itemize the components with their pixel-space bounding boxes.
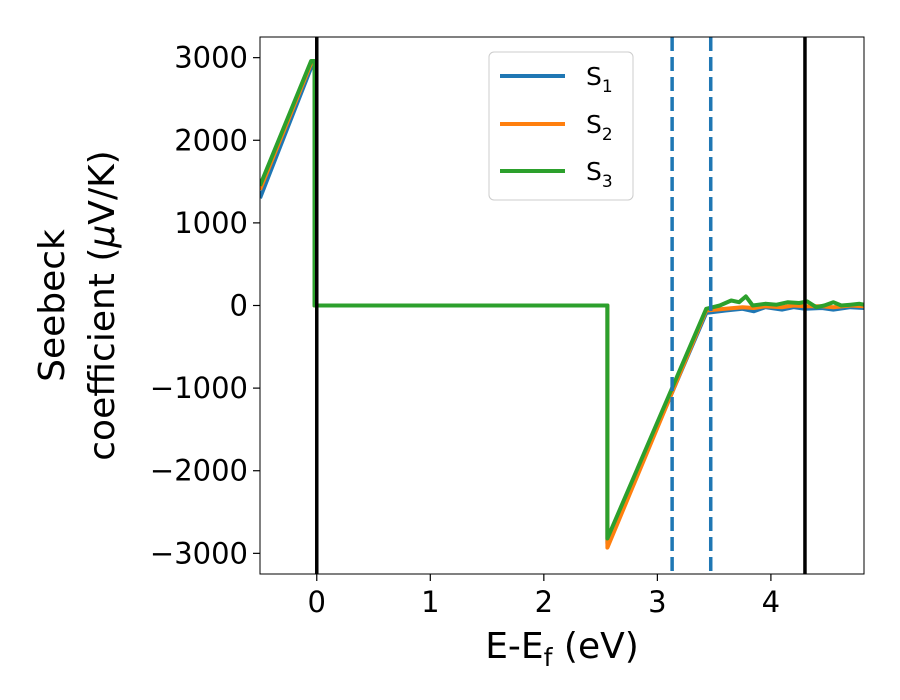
legend-item-s1: S1: [500, 62, 613, 97]
y-axis: 3000 2000 1000 0 −1000 −2000 −3000: [150, 41, 260, 570]
svg-text:S3: S3: [586, 157, 613, 192]
x-tick-label-3: 3: [648, 585, 666, 619]
y-tick-label-1: 2000: [174, 123, 248, 157]
x-tick-label-4: 4: [762, 585, 780, 619]
y-tick-label-3: 0: [230, 289, 248, 323]
plot-area: [260, 37, 864, 574]
series-s3-line: [260, 59, 864, 541]
legend: S1 S2 S3: [488, 51, 634, 201]
x-tick-label-0: 0: [308, 585, 326, 619]
legend-item-s2: S2: [500, 110, 613, 145]
x-tick-label-2: 2: [535, 585, 553, 619]
y-tick-label-6: −3000: [150, 536, 248, 570]
y-tick-label-5: −2000: [150, 454, 248, 488]
svg-text:S1: S1: [586, 62, 613, 97]
y-tick-label-2: 1000: [174, 206, 248, 240]
svg-text:S2: S2: [586, 110, 613, 145]
y-tick-label-0: 3000: [174, 41, 248, 75]
x-axis-label: E-Ef (eV): [485, 626, 639, 672]
y-tick-label-4: −1000: [150, 371, 248, 405]
y-axis-label-line2: coefficient (μV/K): [82, 150, 123, 460]
x-axis: 0 1 2 3 4: [308, 574, 780, 619]
x-tick-label-1: 1: [421, 585, 439, 619]
legend-item-s3: S3: [500, 157, 613, 192]
y-axis-label-line1: Seebeck: [32, 229, 73, 382]
